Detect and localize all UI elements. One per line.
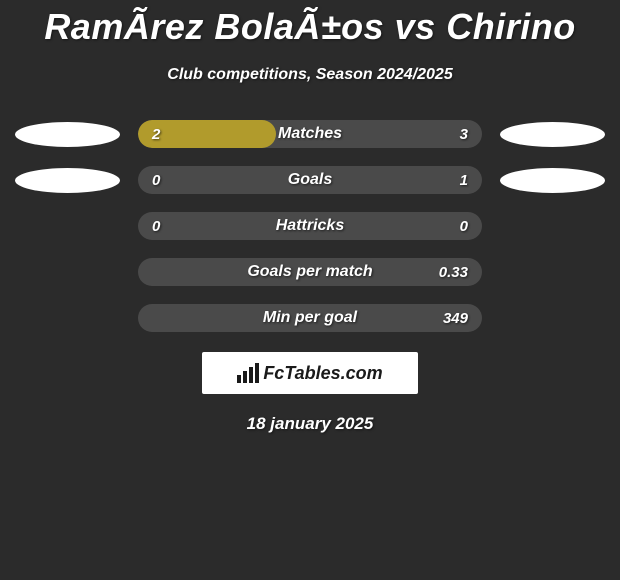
stat-right-value: 0 [460,212,468,240]
stat-right-value: 3 [460,120,468,148]
flag-spacer [15,260,120,285]
flag-right [500,122,605,147]
stat-right-value: 1 [460,166,468,194]
stat-row: 2 Matches 3 [0,120,620,148]
logo-text: FcTables.com [263,363,382,384]
flag-spacer [500,306,605,331]
stats-container: 2 Matches 3 0 Goals 1 0 Hattricks 0 G [0,120,620,332]
flag-spacer [500,214,605,239]
date: 18 january 2025 [0,414,620,434]
stat-label: Goals [138,166,482,194]
page-title: RamÃ­rez BolaÃ±os vs Chirino [0,0,620,48]
logo-box: FcTables.com [202,352,418,394]
stat-label: Matches [138,120,482,148]
page-subtitle: Club competitions, Season 2024/2025 [0,66,620,84]
flag-left [15,122,120,147]
stat-label: Goals per match [138,258,482,286]
chart-bars-icon [237,363,259,383]
stat-row: Goals per match 0.33 [0,258,620,286]
flag-spacer [15,214,120,239]
stat-bar: 2 Matches 3 [138,120,482,148]
stat-row: 0 Hattricks 0 [0,212,620,240]
stat-row: Min per goal 349 [0,304,620,332]
flag-left [15,168,120,193]
stat-bar: 0 Goals 1 [138,166,482,194]
stat-label: Min per goal [138,304,482,332]
stat-label: Hattricks [138,212,482,240]
stat-right-value: 349 [443,304,468,332]
stat-bar: 0 Hattricks 0 [138,212,482,240]
stat-right-value: 0.33 [439,258,468,286]
flag-spacer [15,306,120,331]
stat-bar: Min per goal 349 [138,304,482,332]
flag-spacer [500,260,605,285]
flag-right [500,168,605,193]
stat-row: 0 Goals 1 [0,166,620,194]
stat-bar: Goals per match 0.33 [138,258,482,286]
